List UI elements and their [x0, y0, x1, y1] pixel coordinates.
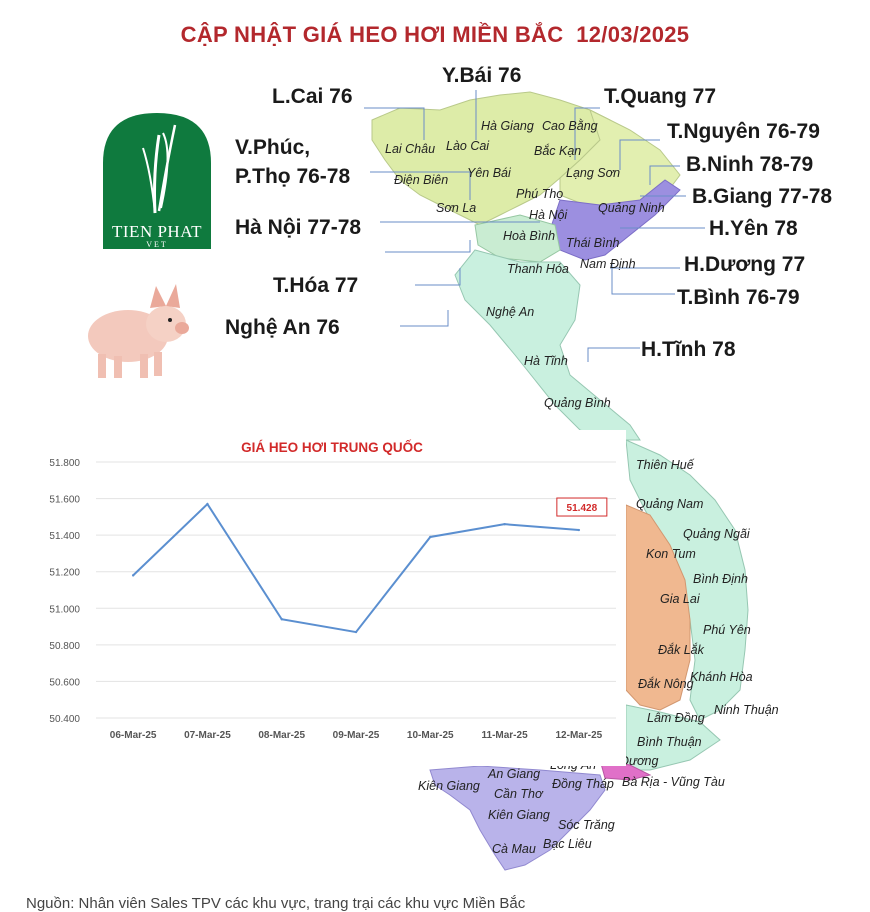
map-label-dong-thap: Đồng Tháp	[552, 777, 614, 791]
data-point	[354, 630, 358, 634]
map-label-dak-lak: Đắk Lắk	[658, 643, 704, 657]
map-label-kien-giang-2: Kiên Giang	[488, 808, 550, 822]
map-label-quang-ngai: Quảng Ngãi	[683, 527, 750, 541]
price-label-thanh-hoa: T.Hóa 77	[273, 274, 359, 297]
price-label-bac-giang: B.Giang 77-78	[692, 185, 833, 208]
map-label-cao-bang: Cao Bằng	[542, 119, 598, 133]
page-title: CẬP NHẬT GIÁ HEO HƠI MIỀN BẮC 12/03/2025	[180, 22, 690, 47]
map-label-bac-lieu: Bạc Liêu	[543, 837, 592, 851]
map-region-mekong	[429, 765, 606, 871]
map-region-hoabinh	[474, 214, 561, 263]
x-tick-label: 10-Mar-25	[407, 730, 454, 741]
x-tick-label: 12-Mar-25	[556, 730, 603, 741]
pig-illustration	[88, 284, 189, 378]
map-label-ha-noi: Hà Nội	[529, 208, 568, 222]
map-label-binh-duong: Dương	[620, 754, 659, 768]
map-label-an-giang: An Giang	[488, 767, 541, 781]
price-label-lao-cai: L.Cai 76	[272, 85, 353, 108]
price-label-bac-ninh: B.Ninh 78-79	[686, 153, 814, 176]
data-point	[503, 522, 506, 526]
price-label-thai-binh: T.Bình 76-79	[677, 286, 800, 309]
map-label-nam-dinh: Nam Định	[580, 257, 636, 271]
map-label-kon-tum: Kon Tum	[646, 547, 696, 561]
map-label-hoa-binh: Hoà Bình	[503, 229, 556, 243]
map-label-kien-giang: Kiên Giang	[418, 779, 480, 793]
map-label-can-tho: Cần Thơ	[494, 787, 543, 801]
price-label-thai-nguyen: T.Nguyên 76-79	[667, 120, 820, 143]
map-label-binh-dinh: Bình Định	[693, 572, 748, 586]
data-point	[131, 574, 135, 577]
y-tick-label: 51.000	[49, 604, 80, 615]
price-label-hai-duong: H.Dương 77	[684, 253, 806, 276]
y-tick-label: 51.600	[49, 495, 80, 506]
map-label-thai-binh: Thái Bình	[566, 236, 620, 250]
map-label-bac-kan: Bắc Kạn	[534, 144, 582, 158]
map-region-highlands	[625, 504, 691, 711]
tien-phat-logo	[103, 113, 211, 249]
price-label-vinh-phuc: V.Phúc,	[235, 136, 311, 159]
map-label-khanh-hoa: Khánh Hòa	[690, 670, 753, 684]
x-tick-label: 09-Mar-25	[333, 730, 380, 741]
y-tick-label: 50.800	[49, 641, 80, 652]
map-label-ha-giang: Hà Giang	[481, 119, 534, 133]
map-label-lang-son: Lạng Sơn	[566, 166, 621, 180]
map-label-thanh-hoa: Thanh Hóa	[507, 262, 569, 276]
x-tick-label: 06-Mar-25	[110, 730, 157, 741]
x-tick-label: 07-Mar-25	[184, 730, 231, 741]
x-tick-label: 08-Mar-25	[258, 730, 305, 741]
map-label-dak-nong: Đắk Nông	[638, 677, 694, 691]
price-label-tuyen-quang: T.Quang 77	[604, 85, 717, 108]
map-label-quang-ninh: Quảng Ninh	[598, 201, 665, 215]
price-label-ha-noi: Hà Nội 77-78	[235, 216, 362, 239]
price-label-yen-bai: Y.Bái 76	[442, 64, 522, 87]
map-label-soc-trang: Sóc Trăng	[558, 818, 615, 832]
source-footnote: Nguồn: Nhân viên Sales TPV các khu vực, …	[26, 895, 526, 912]
map-region-north-central	[454, 249, 641, 441]
map-label-ha-tinh: Hà Tĩnh	[524, 354, 568, 368]
map-label-phu-yen: Phú Yên	[703, 623, 751, 637]
map-label-yen-bai: Yên Bái	[467, 166, 511, 180]
price-label-nghe-an: Nghệ An 76	[225, 316, 340, 339]
map-label-binh-thuan: Bình Thuận	[637, 735, 702, 749]
map-label-gia-lai: Gia Lai	[660, 592, 700, 606]
y-tick-label: 51.400	[49, 531, 80, 542]
logo-sub: VET	[146, 240, 168, 249]
china-pig-price-chart: 50.400 50.600 50.800 51.000 51.200 51.400 51.6…	[49, 458, 616, 741]
map-label-nghe-an: Nghệ An	[486, 305, 535, 319]
map-label-dien-bien: Điện Biên	[394, 173, 449, 187]
chart-panel	[38, 430, 626, 766]
map-label-son-la: Sơn La	[436, 201, 477, 215]
data-point	[429, 535, 432, 539]
annotation-box	[556, 497, 608, 517]
map-label-ba-ria-vung-tau: Bà Rịa - Vũng Tàu	[622, 775, 725, 789]
map-label-thien-hue: Thiên Huế	[636, 458, 694, 472]
annotation-label: 51.428	[567, 503, 598, 514]
map-label-lam-dong: Lâm Đồng	[647, 711, 705, 725]
y-tick-label: 51.800	[49, 458, 80, 469]
map-label-ninh-thuan: Ninh Thuận	[714, 703, 779, 717]
data-point	[206, 502, 209, 506]
data-point	[577, 528, 581, 532]
map-label-quang-binh: Quảng Bình	[544, 396, 611, 410]
data-point	[280, 618, 283, 621]
series-line	[132, 502, 579, 634]
price-label-phu-tho: P.Thọ 76-78	[235, 165, 351, 188]
price-label-hung-yen: H.Yên 78	[709, 217, 798, 240]
x-tick-label: 11-Mar-25	[482, 730, 529, 741]
map-label-lao-cai: Lào Cai	[446, 139, 490, 153]
map-label-quang-nam: Quảng Nam	[636, 497, 704, 511]
map-label-ca-mau: Cà Mau	[492, 842, 536, 856]
chart-title: GIÁ HEO HƠI TRUNG QUỐC	[241, 440, 423, 455]
map-label-phu-tho: Phú Thọ	[516, 187, 564, 201]
y-tick-label: 50.600	[49, 677, 80, 688]
y-tick-label: 51.200	[49, 568, 80, 579]
price-label-ha-tinh: H.Tĩnh 78	[641, 338, 736, 361]
map-label-lai-chau: Lai Châu	[385, 142, 436, 156]
y-tick-label: 50.400	[49, 714, 80, 725]
logo-name: TIEN PHAT	[112, 222, 202, 241]
